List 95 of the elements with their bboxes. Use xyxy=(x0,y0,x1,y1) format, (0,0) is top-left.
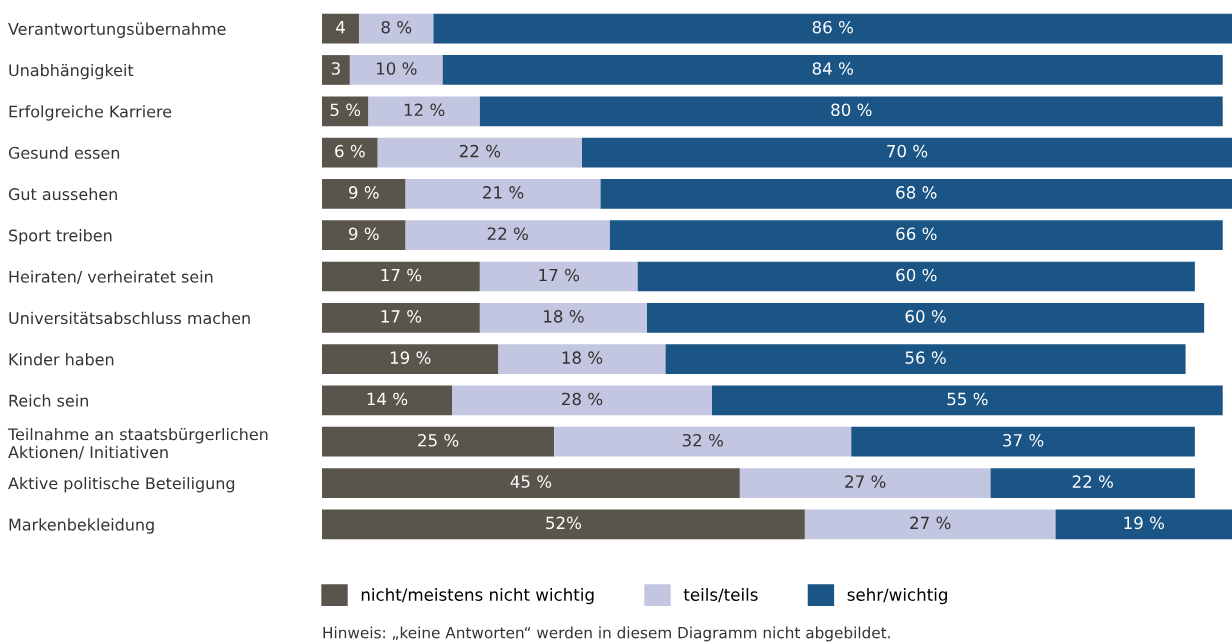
bar xyxy=(600,179,1232,209)
bar xyxy=(322,468,740,498)
data-label: 18 % xyxy=(562,351,603,364)
data-label: 22 % xyxy=(487,227,528,241)
y-tick-label: Gut aussehen xyxy=(8,187,117,201)
y-tick-label: Sport treiben xyxy=(9,229,112,245)
bar xyxy=(665,344,1186,374)
data-label: 68 % xyxy=(896,186,937,199)
bar xyxy=(322,426,555,457)
bar xyxy=(322,13,360,44)
data-label: 6 % xyxy=(335,144,365,158)
bar xyxy=(322,509,805,540)
data-label: 14 % xyxy=(367,392,408,406)
bar xyxy=(322,220,406,251)
data-label: 9 % xyxy=(348,227,379,241)
data-label: 56 % xyxy=(905,351,946,364)
data-label: 22 % xyxy=(459,144,501,158)
bar xyxy=(322,55,350,85)
data-label: 84 % xyxy=(812,62,853,75)
y-tick-label: Verantwortungsübernahme xyxy=(8,22,226,39)
data-label: 70 % xyxy=(887,144,928,158)
bar xyxy=(322,302,480,333)
bar xyxy=(582,137,1232,168)
bar xyxy=(804,509,1056,540)
bar xyxy=(479,302,647,333)
data-label: 4 xyxy=(336,21,345,34)
y-tick-label: Erfolgreiche Karriere xyxy=(9,105,172,121)
legend-label: nicht/meistens nicht wichtig xyxy=(361,588,594,605)
bar xyxy=(368,96,480,127)
bar xyxy=(377,137,582,168)
bar xyxy=(322,179,406,209)
y-tick-label: Markenbekleidung xyxy=(9,518,154,534)
text: Hinweis: „keine Antworten“ werden in diesem Diagramm nicht abgebildet. xyxy=(323,626,890,642)
data-label: 37 % xyxy=(1003,433,1044,447)
bar xyxy=(359,13,434,44)
bar xyxy=(647,302,1205,333)
data-label: 17 % xyxy=(381,268,422,282)
y-tick-label: Unabhängigkeit xyxy=(9,63,134,80)
y-tick-label: Teilnahme an staatsbürgerlichen Aktionen/ Initiativen xyxy=(7,427,268,460)
data-label: 45 % xyxy=(510,475,552,488)
data-label: 52% xyxy=(546,516,582,530)
bar xyxy=(405,220,610,251)
bar xyxy=(433,13,1232,44)
bar xyxy=(322,344,499,374)
bar xyxy=(322,385,452,416)
data-label: 18 % xyxy=(544,310,584,323)
data-label: 32 % xyxy=(682,433,723,447)
bar xyxy=(349,55,443,85)
data-label: 66 % xyxy=(896,227,937,241)
data-label: 19 % xyxy=(1124,516,1165,530)
bar xyxy=(851,426,1195,457)
y-tick-label: Aktive politische Beteiligung xyxy=(8,476,235,493)
bar xyxy=(990,468,1195,498)
data-label: 21 % xyxy=(483,186,524,199)
bar xyxy=(322,137,378,168)
y-tick-label: Universitätsabschluss machen xyxy=(9,311,250,325)
y-tick-label: Gesund essen xyxy=(8,146,120,159)
data-label: 80 % xyxy=(831,103,872,117)
data-label: 86 % xyxy=(812,20,853,34)
bar xyxy=(479,96,1223,127)
bar xyxy=(1055,509,1232,540)
data-label: 19 % xyxy=(390,351,431,364)
bar xyxy=(498,344,666,374)
bar xyxy=(452,385,712,416)
data-label: 12 % xyxy=(404,103,445,117)
data-label: 3 xyxy=(331,62,340,75)
data-label: 8 % xyxy=(381,20,412,34)
bar xyxy=(609,220,1223,251)
bar xyxy=(637,261,1195,292)
bar xyxy=(554,426,852,457)
data-label: 22 % xyxy=(1072,475,1113,488)
bar xyxy=(442,55,1223,85)
bar xyxy=(322,261,480,292)
y-tick-label: Reich sein xyxy=(9,394,88,407)
data-label: 10 % xyxy=(376,62,417,75)
bar xyxy=(739,468,991,498)
data-label: 60 % xyxy=(896,268,937,282)
legend-label: teils/teils xyxy=(683,588,758,603)
data-label: 5 % xyxy=(330,103,361,117)
data-label: 17 % xyxy=(539,268,580,282)
data-label: 60 % xyxy=(905,310,946,323)
data-label: 28 % xyxy=(562,392,603,406)
y-tick-label: Heiraten/ verheiratet sein xyxy=(9,270,213,285)
legend-label: sehr/wichtig xyxy=(847,588,947,605)
data-label: 27 % xyxy=(910,516,951,530)
bar xyxy=(479,261,638,292)
data-label: 17 % xyxy=(381,310,422,323)
bar xyxy=(712,385,1223,416)
data-label: 27 % xyxy=(845,475,886,488)
y-tick-label: Kinder haben xyxy=(9,353,114,366)
data-label: 25 % xyxy=(418,433,459,447)
bar xyxy=(405,179,601,209)
bar xyxy=(322,96,369,127)
data-label: 9 % xyxy=(348,186,379,199)
data-label: 55 % xyxy=(947,392,988,406)
